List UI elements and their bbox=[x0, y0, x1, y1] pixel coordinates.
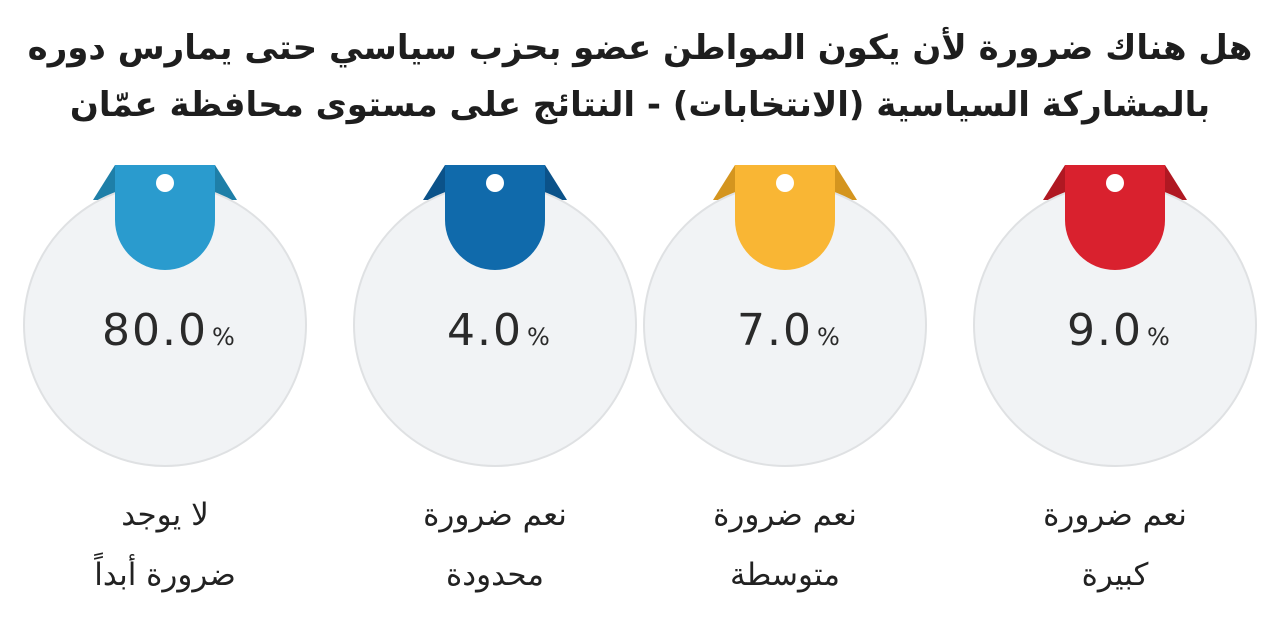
percent-sign: % bbox=[212, 323, 235, 351]
title-line-2: بالمشاركة السياسية (الانتخابات) - النتائ… bbox=[69, 85, 1211, 125]
ribbon-hole bbox=[486, 174, 504, 192]
ribbon-fold-left bbox=[713, 165, 735, 200]
category-label: لا يوجد ضرورة أبداً bbox=[25, 485, 305, 605]
ribbon-fold-left bbox=[1043, 165, 1065, 200]
category-label-line-1: لا يوجد bbox=[121, 497, 209, 533]
value-label: 9.0 bbox=[1067, 305, 1143, 356]
value-label: 80.0 bbox=[102, 305, 208, 356]
category-label-line-2: ضرورة أبداً bbox=[94, 557, 236, 593]
category-label-line-1: نعم ضرورة bbox=[713, 497, 857, 533]
category-label-line-1: نعم ضرورة bbox=[423, 497, 567, 533]
ribbon-fold-right bbox=[835, 165, 857, 200]
ribbon-tag bbox=[735, 165, 835, 270]
results-chart: 80.0% 4.0% 7.0% 9.0% bbox=[23, 165, 1257, 467]
category-label-line-1: نعم ضرورة bbox=[1043, 497, 1187, 533]
percent-sign: % bbox=[527, 323, 550, 351]
category-label-line-2: محدودة bbox=[446, 557, 544, 593]
ribbon-hole bbox=[156, 174, 174, 192]
category-label-line-2: كبيرة bbox=[1081, 557, 1149, 593]
ribbon-hole bbox=[1106, 174, 1124, 192]
category-label: نعم ضرورة متوسطة bbox=[645, 485, 925, 605]
category-label: نعم ضرورة كبيرة bbox=[975, 485, 1255, 605]
ribbon-tag bbox=[445, 165, 545, 270]
ribbon-hole bbox=[776, 174, 794, 192]
ribbon-tag bbox=[1065, 165, 1165, 270]
ribbon-fold-left bbox=[93, 165, 115, 200]
percent-sign: % bbox=[817, 323, 840, 351]
percent-sign: % bbox=[1147, 323, 1170, 351]
ribbon-tag bbox=[115, 165, 215, 270]
value-label: 7.0 bbox=[737, 305, 813, 356]
value-label: 4.0 bbox=[447, 305, 523, 356]
ribbon-fold-right bbox=[215, 165, 237, 200]
ribbon-fold-left bbox=[423, 165, 445, 200]
category-label: نعم ضرورة محدودة bbox=[355, 485, 635, 605]
ribbon-fold-right bbox=[1165, 165, 1187, 200]
ribbon-fold-right bbox=[545, 165, 567, 200]
title-line-1: هل هناك ضرورة لأن يكون المواطن عضو بحزب … bbox=[27, 28, 1253, 68]
category-label-line-2: متوسطة bbox=[730, 557, 840, 593]
